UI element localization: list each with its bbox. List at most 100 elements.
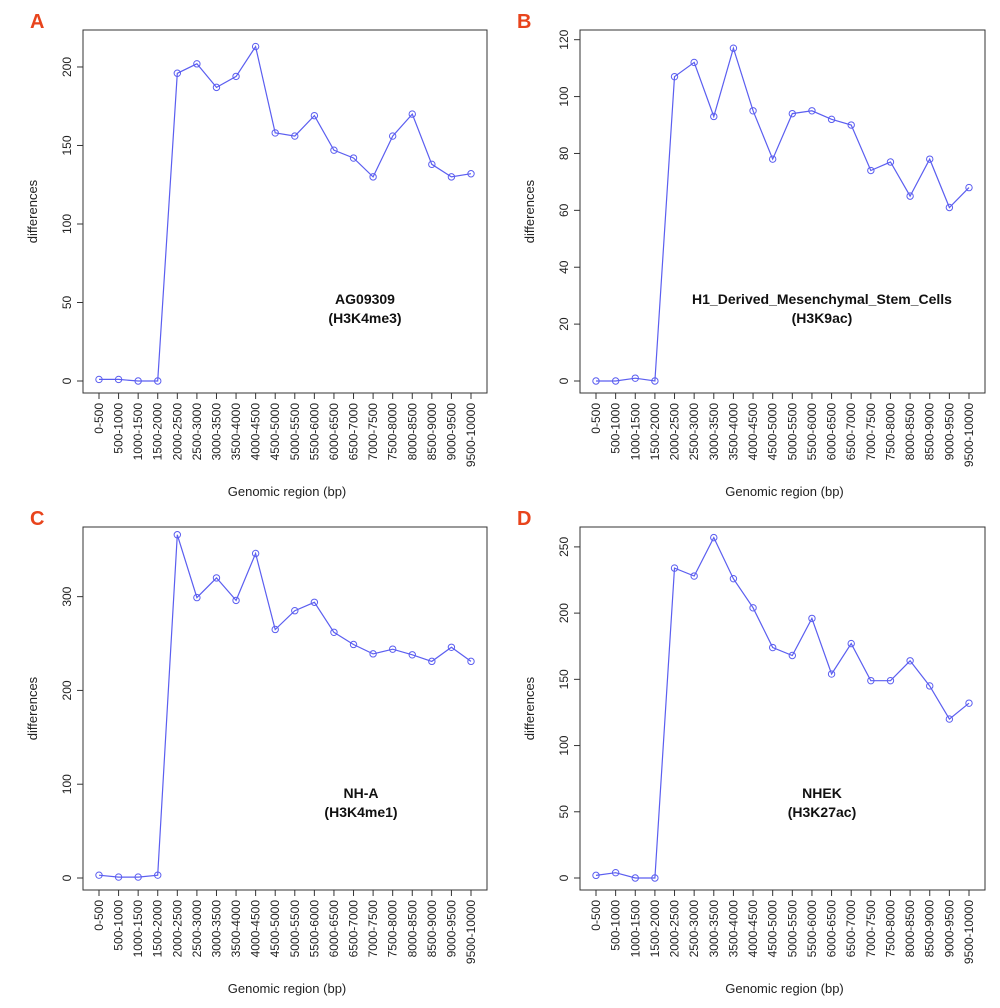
x-tick-label: 8000-8500 — [405, 403, 419, 461]
data-point — [349, 154, 358, 162]
x-tick-label: 1000-1500 — [628, 403, 642, 461]
panel-a: A 0 50 100 150 200 differences 0-500 500-1000 100… — [25, 11, 488, 499]
y-tick-label: 50 — [60, 295, 74, 309]
x-tick-label: 1500-2000 — [151, 403, 165, 461]
data-point — [173, 69, 182, 77]
y-tick-label: 60 — [557, 203, 571, 217]
x-tick-label: 9000-9500 — [444, 403, 458, 461]
y-tick-label: 0 — [557, 874, 571, 881]
x-tick-label: 3000-3500 — [209, 900, 223, 958]
data-point — [592, 871, 600, 880]
y-tick-label: 50 — [557, 805, 571, 819]
data-point — [193, 593, 201, 602]
data-point — [788, 109, 797, 118]
plot-frame — [579, 526, 986, 891]
data-point — [729, 44, 738, 52]
x-tick-label: 8500-9000 — [923, 900, 937, 958]
y-tick-label: 120 — [557, 29, 571, 49]
data-point — [847, 121, 855, 129]
x-tick-label: 2500-3000 — [687, 403, 701, 461]
y-tick-label: 150 — [60, 135, 74, 155]
data-point — [945, 715, 954, 723]
x-tick-label: 5500-6000 — [307, 900, 321, 958]
x-tick-label: 3000-3500 — [209, 403, 223, 461]
x-tick-label: 6500-7000 — [347, 900, 361, 958]
data-point — [134, 873, 142, 881]
y-tick-label: 200 — [60, 680, 74, 700]
data-point — [768, 155, 777, 163]
sample-name: H1_Derived_Mesenchymal_Stem_Cells — [692, 291, 952, 307]
data-point — [154, 871, 162, 879]
x-tick-label: 1000-1500 — [131, 403, 145, 461]
x-tick-label: 9000-9500 — [942, 403, 956, 461]
x-tick-label: 500-1000 — [112, 900, 126, 951]
x-tick-label: 2500-3000 — [687, 900, 701, 958]
data-point — [827, 115, 836, 124]
data-point — [827, 670, 836, 678]
data-point — [867, 676, 875, 685]
plot-frame — [82, 526, 488, 891]
data-point — [330, 628, 338, 636]
y-tick-label: 100 — [60, 214, 74, 234]
panel-letter: B — [517, 11, 531, 33]
panel-letter: A — [30, 11, 44, 33]
data-point — [847, 639, 855, 648]
x-tick-label: 5500-6000 — [805, 403, 819, 461]
data-point — [690, 572, 698, 580]
data-point — [95, 871, 103, 879]
data-point — [428, 657, 436, 666]
y-tick-label: 0 — [60, 377, 74, 384]
y-axis-title: differences — [25, 179, 40, 243]
data-point — [349, 640, 358, 649]
data-point — [408, 110, 416, 118]
y-tick-label: 300 — [60, 586, 74, 606]
y-tick-label: 100 — [60, 774, 74, 794]
x-axis-title: Genomic region (bp) — [725, 981, 844, 996]
data-point — [906, 657, 914, 665]
sample-name: AG09309 — [335, 291, 395, 307]
data-point — [670, 72, 679, 81]
x-tick-label: 5500-6000 — [805, 900, 819, 958]
data-point — [926, 155, 934, 163]
data-point — [906, 192, 914, 200]
data-point — [768, 643, 777, 652]
y-tick-label: 200 — [60, 57, 74, 77]
x-tick-label: 4500-5000 — [766, 900, 780, 958]
x-tick-label: 3500-4000 — [229, 900, 243, 958]
data-point — [251, 549, 260, 558]
x-tick-label: 0-500 — [92, 403, 106, 434]
data-point — [651, 874, 659, 882]
data-point — [447, 643, 456, 651]
y-tick-label: 40 — [557, 260, 571, 274]
x-tick-label: 6000-6500 — [327, 900, 341, 958]
x-tick-label: 4000-4500 — [746, 900, 760, 958]
data-point — [212, 574, 221, 582]
data-point — [886, 158, 895, 166]
x-tick-label: 7500-8000 — [386, 900, 400, 958]
y-tick-label: 100 — [557, 86, 571, 106]
x-tick-label: 3500-4000 — [229, 403, 243, 461]
data-point — [173, 531, 182, 539]
x-tick-label: 500-1000 — [112, 403, 126, 454]
x-tick-label: 6500-7000 — [844, 403, 858, 461]
x-tick-label: 4000-4500 — [249, 900, 263, 958]
x-tick-label: 2500-3000 — [190, 900, 204, 958]
panel-letter: C — [30, 508, 44, 530]
x-tick-label: 7000-7500 — [366, 403, 380, 461]
data-point — [114, 873, 123, 881]
x-tick-label: 4000-4500 — [249, 403, 263, 461]
x-tick-label: 8000-8500 — [903, 403, 917, 461]
x-tick-label: 7500-8000 — [883, 403, 897, 461]
data-point — [310, 111, 319, 120]
x-tick-label: 9000-9500 — [942, 900, 956, 958]
data-point — [291, 607, 299, 615]
x-tick-label: 9500-10000 — [962, 403, 976, 467]
x-tick-label: 2000-2500 — [668, 900, 682, 958]
data-point — [670, 564, 679, 572]
data-point — [388, 645, 397, 653]
data-point — [867, 166, 875, 175]
data-point — [788, 651, 797, 660]
x-tick-label: 6500-7000 — [347, 403, 361, 461]
data-point — [926, 682, 934, 690]
